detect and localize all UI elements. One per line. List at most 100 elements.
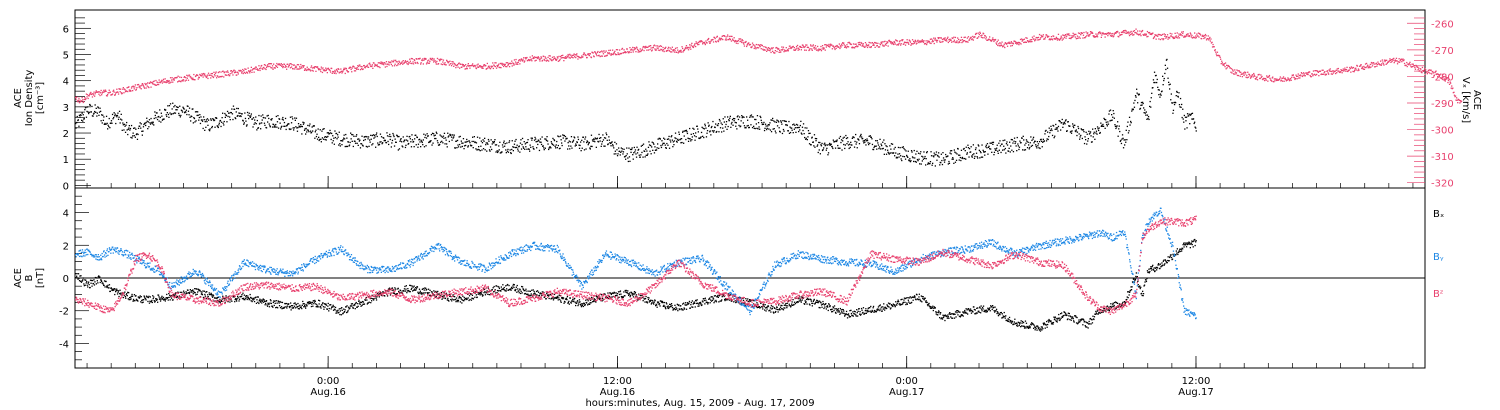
velocity-series-point: [640, 50, 642, 53]
density-series-point: [372, 143, 374, 145]
density-series-point: [635, 153, 637, 155]
density-series-point: [196, 114, 198, 117]
density-series-point: [1014, 142, 1016, 145]
density-series-point: [368, 145, 370, 147]
velocity-series-point: [892, 42, 894, 44]
density-series-point: [1175, 102, 1177, 104]
velocity-series-point: [373, 65, 376, 67]
velocity-series-point: [1248, 73, 1251, 76]
velocity-series-point: [631, 48, 633, 50]
velocity-series-point: [177, 81, 179, 83]
density-series-point: [1075, 130, 1077, 133]
density-series-point: [842, 137, 844, 139]
velocity-series-point: [604, 55, 607, 57]
density-series-point: [341, 144, 343, 146]
velocity-series-point: [157, 81, 159, 84]
density-series-point: [210, 118, 212, 120]
density-series-point: [971, 156, 973, 158]
velocity-series-point: [1238, 70, 1240, 72]
velocity-series-point: [927, 40, 929, 42]
density-series-point: [433, 135, 435, 137]
velocity-series-point: [321, 68, 323, 70]
density-series-point: [961, 157, 963, 159]
density-series-point: [473, 140, 475, 143]
velocity-series-point: [1175, 36, 1177, 38]
velocity-series-point: [441, 63, 443, 66]
velocity-series-point: [1202, 35, 1204, 37]
density-series-point: [574, 137, 576, 139]
density-series-point: [933, 152, 935, 154]
density-series-point: [373, 137, 375, 139]
velocity-series-point: [490, 65, 492, 67]
velocity-series-point: [518, 59, 520, 61]
field-series-0-point: [152, 297, 154, 300]
density-series-point: [1134, 99, 1136, 102]
density-series-point: [313, 125, 315, 127]
velocity-series-point: [654, 48, 656, 50]
density-series-point: [568, 140, 570, 142]
density-series-point: [177, 106, 179, 109]
velocity-series-point: [952, 41, 954, 43]
field-series-0-point: [161, 297, 164, 300]
velocity-series-point: [1123, 32, 1125, 34]
velocity-series-point: [1290, 79, 1292, 81]
density-series-point: [266, 115, 268, 117]
velocity-series-point: [103, 89, 105, 91]
velocity-series-point: [679, 50, 681, 52]
density-series-point: [186, 113, 188, 116]
velocity-series-point: [997, 39, 999, 41]
density-series-point: [603, 145, 605, 147]
velocity-series-point: [1331, 73, 1334, 75]
velocity-series-point: [1363, 68, 1366, 70]
velocity-series-point: [977, 32, 979, 34]
density-series-point: [105, 123, 107, 125]
density-series-point: [845, 137, 848, 140]
velocity-series-point: [609, 53, 611, 55]
velocity-series-point: [133, 86, 135, 88]
density-series-point: [626, 153, 628, 155]
density-series-point: [614, 150, 616, 152]
density-series-point: [578, 147, 581, 149]
density-series-point: [906, 155, 908, 158]
velocity-series-point: [615, 49, 618, 51]
density-series-point: [549, 146, 551, 148]
velocity-series-point: [149, 82, 151, 84]
density-series-point: [100, 120, 102, 122]
velocity-series-point: [213, 73, 216, 76]
velocity-series-point: [91, 96, 94, 98]
velocity-series-point: [866, 46, 869, 49]
velocity-series-point: [895, 39, 897, 41]
velocity-series-point: [1222, 64, 1224, 66]
velocity-series-point: [1355, 69, 1357, 71]
velocity-series-point: [636, 47, 638, 49]
density-series-point: [1186, 113, 1189, 115]
density-series-point: [370, 134, 372, 136]
density-series-point: [305, 127, 307, 130]
density-series-point: [616, 149, 618, 151]
velocity-series-point: [1260, 74, 1262, 76]
velocity-series-point: [857, 45, 859, 48]
velocity-series-point: [531, 60, 533, 62]
velocity-series-point: [753, 47, 755, 50]
density-series-point: [591, 145, 593, 148]
density-series-point: [294, 117, 296, 119]
velocity-series-point: [1186, 35, 1188, 37]
density-series-point: [932, 155, 934, 157]
density-series-point: [255, 123, 257, 125]
density-series-point: [572, 140, 574, 143]
velocity-series-point: [1078, 36, 1080, 38]
velocity-series-point: [1164, 35, 1166, 37]
density-series-point: [579, 144, 581, 147]
density-series-point: [673, 140, 676, 142]
velocity-series-point: [868, 44, 870, 46]
field-series-0-point: [196, 288, 198, 290]
velocity-series-point: [1370, 61, 1373, 64]
velocity-series-point: [1177, 35, 1179, 37]
velocity-series-point: [191, 78, 193, 81]
density-series-point: [1007, 150, 1010, 152]
density-series-point: [120, 113, 122, 115]
velocity-series-point: [255, 66, 257, 68]
density-series-point: [268, 123, 270, 125]
density-series-point: [135, 128, 137, 130]
field-series-0-point: [92, 282, 95, 285]
